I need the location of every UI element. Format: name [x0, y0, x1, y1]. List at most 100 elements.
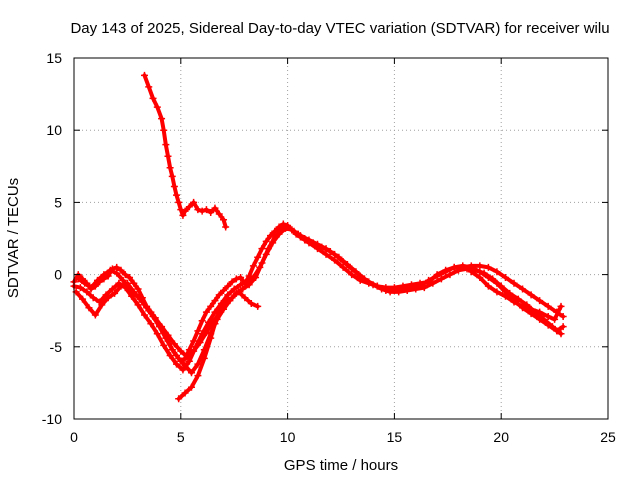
data-point [190, 198, 198, 206]
data-point [145, 307, 153, 315]
data-point [175, 198, 183, 206]
data-point [215, 291, 223, 299]
data-point [433, 272, 441, 280]
data-point [551, 315, 559, 323]
data-point [339, 258, 347, 266]
x-tick-label: 25 [600, 429, 616, 445]
data-point [211, 204, 219, 212]
data-point [493, 279, 501, 287]
data-point [382, 286, 390, 294]
data-point [196, 338, 204, 346]
data-point [168, 346, 176, 354]
data-point [153, 330, 161, 338]
data-point [222, 223, 230, 231]
data-point [510, 298, 518, 306]
x-tick-label: 5 [177, 429, 185, 445]
data-point [117, 266, 125, 274]
data-point [190, 347, 198, 355]
data-point [158, 115, 166, 123]
data-point [145, 83, 153, 91]
data-point [76, 284, 84, 292]
series-trace [176, 295, 230, 401]
data-point [234, 288, 242, 296]
data-point [185, 357, 193, 365]
data-point [296, 232, 304, 240]
x-tick-label: 20 [493, 429, 509, 445]
data-point [198, 317, 206, 325]
data-point [149, 94, 157, 102]
data-point [544, 302, 552, 310]
data-point [476, 273, 484, 281]
data-point [254, 253, 262, 261]
data-point [164, 152, 172, 160]
x-tick-label: 10 [280, 429, 296, 445]
data-point [557, 302, 565, 310]
data-point [390, 286, 398, 294]
data-point [162, 141, 170, 149]
data-point [89, 294, 97, 302]
data-point [134, 301, 142, 309]
data-point [224, 282, 232, 290]
data-point [314, 240, 322, 248]
data-point [437, 275, 445, 283]
y-tick-label: -5 [50, 339, 63, 355]
data-point [484, 282, 492, 290]
data-point [138, 298, 146, 306]
data-point [220, 299, 228, 307]
data-point [170, 183, 178, 191]
data-point [187, 369, 195, 377]
data-point [211, 297, 219, 305]
data-point [245, 281, 253, 289]
data-point [442, 268, 450, 276]
data-point [527, 291, 535, 299]
data-point [536, 308, 544, 316]
series-track-low [175, 294, 232, 403]
series-track-high [140, 71, 230, 231]
data-point [536, 297, 544, 305]
data-point [151, 314, 159, 322]
data-point [373, 282, 381, 290]
data-point [258, 245, 266, 253]
data-point [559, 312, 567, 320]
data-point [117, 282, 125, 290]
data-point [247, 299, 255, 307]
y-tick-label: 15 [46, 50, 62, 66]
data-point [113, 269, 121, 277]
data-point [544, 321, 552, 329]
data-point [277, 226, 285, 234]
data-point [348, 265, 356, 273]
data-point [111, 289, 119, 297]
data-point [202, 328, 210, 336]
series-track-b [72, 223, 567, 377]
data-point [519, 302, 527, 310]
x-tick-label: 0 [70, 429, 78, 445]
data-point [284, 223, 292, 231]
data-point [166, 164, 174, 172]
data-point [493, 288, 501, 296]
data-point [181, 207, 189, 215]
data-point [305, 236, 313, 244]
data-point [79, 295, 87, 303]
y-tick-label: 5 [54, 194, 62, 210]
data-point [407, 284, 415, 292]
data-point [160, 126, 168, 134]
data-point [237, 281, 245, 289]
data-point [232, 275, 240, 283]
data-point [168, 172, 176, 180]
data-point [185, 346, 193, 354]
data-point [519, 285, 527, 293]
data-point [501, 273, 509, 281]
data-point [399, 285, 407, 293]
data-point [501, 292, 509, 300]
data-point [81, 279, 89, 287]
series-track-c [74, 266, 262, 361]
data-point [134, 285, 142, 293]
chart-title: Day 143 of 2025, Sidereal Day-to-day VTE… [70, 20, 609, 37]
y-axis-label: SDTVAR / TECUs [5, 178, 22, 298]
data-point [100, 271, 108, 279]
data-point [181, 389, 189, 397]
y-tick-label: 10 [46, 122, 62, 138]
data-point [527, 305, 535, 313]
data-point [228, 278, 236, 286]
